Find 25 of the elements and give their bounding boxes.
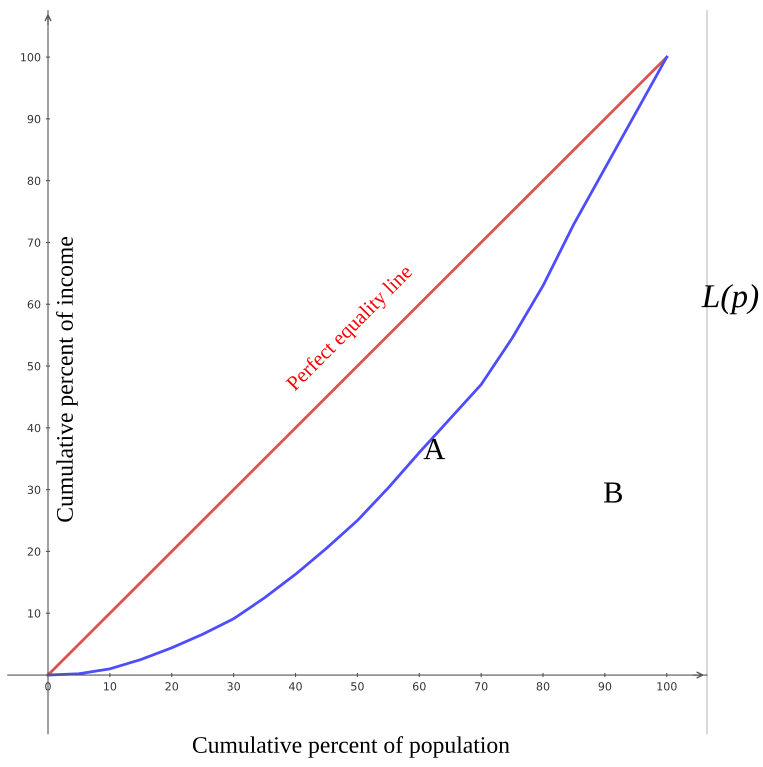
y-tick-label: 30 xyxy=(28,486,40,494)
annotation: A xyxy=(424,438,446,460)
y-tick-label: 10 xyxy=(28,609,40,618)
x-tick-label: 20 xyxy=(166,682,178,691)
y-tick-label: 100 xyxy=(21,53,40,62)
x-tick-label: 80 xyxy=(536,682,550,691)
annotation: B xyxy=(604,482,622,503)
x-tick-label: 70 xyxy=(474,682,488,691)
x-tick-label: 90 xyxy=(598,682,612,691)
x-tick-label: 40 xyxy=(288,682,302,691)
y-tick-label: 80 xyxy=(28,176,40,186)
y-tick-label: 40 xyxy=(27,424,40,432)
y-tick-label: 70 xyxy=(28,238,40,247)
x-tick-label: 60 xyxy=(412,682,426,691)
annotation: L(p) xyxy=(701,284,758,314)
y-tick-label: 90 xyxy=(28,114,40,124)
y-tick-label: 60 xyxy=(28,300,40,309)
x-axis-title: Cumulative percent of population xyxy=(192,736,510,758)
y-tick-label: 20 xyxy=(28,547,40,556)
x-tick-label: 10 xyxy=(104,682,116,691)
x-tick-label: 100 xyxy=(657,682,677,691)
x-tick-label: 30 xyxy=(227,682,240,691)
y-tick-label: 50 xyxy=(28,362,40,370)
x-tick-label: 50 xyxy=(351,682,364,691)
y-axis-title: Cumulative percent of income xyxy=(56,237,78,522)
